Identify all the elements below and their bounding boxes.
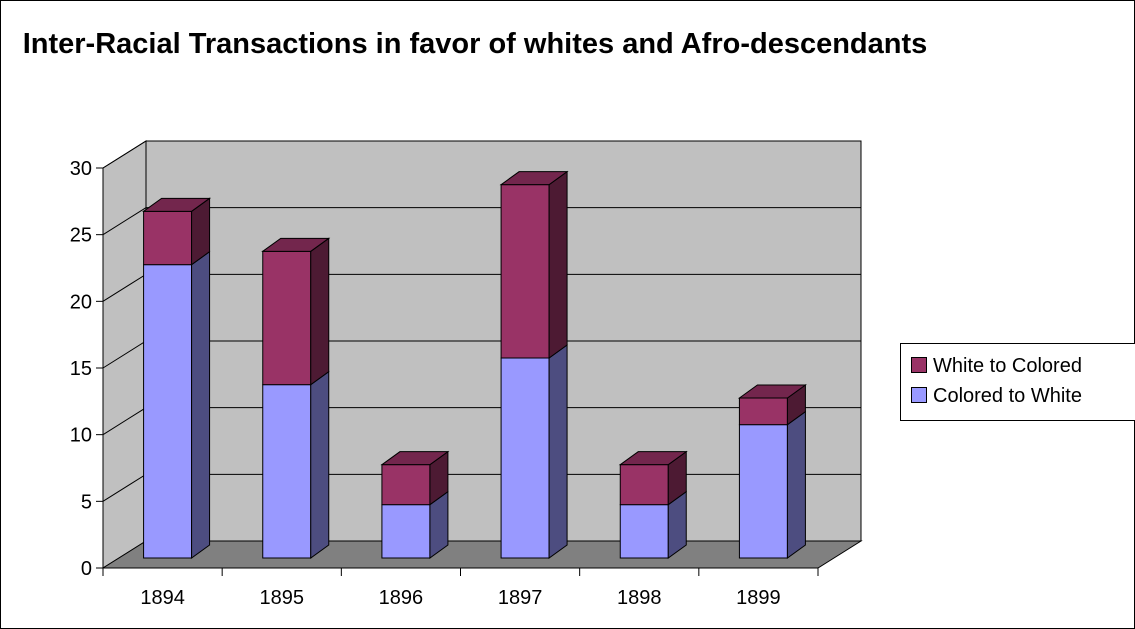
colored-to-white-bar-1897: [500, 344, 568, 559]
bar-top-face: [737, 384, 807, 399]
y-tick-label: 15: [70, 358, 92, 380]
bar-top-face: [142, 197, 212, 212]
legend-swatch-colored-to-white: [911, 387, 927, 403]
bar-side-face: [191, 250, 211, 559]
x-tick-label: 1897: [498, 587, 543, 609]
bar-front-face: [262, 384, 312, 559]
white-to-colored-bar-1894: [142, 197, 212, 266]
bar-front-face: [738, 424, 788, 559]
bar-front-face: [500, 184, 550, 359]
white-to-colored-bar-1898: [618, 450, 688, 506]
gridline: [102, 140, 861, 169]
bar-side-face: [786, 410, 806, 559]
bar-top-face: [380, 451, 450, 466]
bar-front-face: [738, 397, 788, 426]
bar-front-face: [381, 504, 431, 559]
colored-to-white-bar-1898: [619, 490, 687, 559]
bar-front-face: [143, 210, 193, 266]
white-to-colored-bar-1895: [261, 237, 331, 386]
bar-top-face: [261, 237, 331, 252]
bar-front-face: [381, 464, 431, 506]
bar-side-face: [548, 344, 568, 559]
y-tick-label: 25: [70, 225, 92, 247]
y-tick-label: 20: [70, 291, 92, 313]
white-to-colored-bar-1896: [380, 450, 450, 506]
colored-to-white-bar-1896: [381, 490, 449, 559]
colored-to-white-bar-1894: [143, 250, 211, 559]
bar-front-face: [143, 264, 193, 559]
bar-side-face: [548, 170, 568, 359]
y-tick-label: 10: [70, 425, 92, 447]
x-tick-label: 1899: [736, 587, 781, 609]
gridline: [102, 207, 861, 236]
bar-top-face: [618, 451, 688, 466]
bar-front-face: [262, 250, 312, 386]
white-to-colored-bar-1897: [499, 170, 569, 359]
legend-label-colored-to-white: Colored to White: [933, 385, 1082, 407]
bar-side-face: [310, 237, 330, 386]
bar-side-face: [310, 370, 330, 559]
bar-front-face: [500, 357, 550, 559]
bar-top-face: [499, 171, 569, 186]
legend-label-white-to-colored: White to Colored: [933, 355, 1082, 377]
y-tick-label: 0: [81, 558, 92, 580]
bar-front-face: [619, 464, 669, 506]
x-tick-label: 1898: [617, 587, 662, 609]
legend-swatch-white-to-colored: [911, 357, 927, 373]
chart-legend: White to Colored Colored to White: [900, 343, 1135, 421]
legend-item-colored-to-white: Colored to White: [911, 384, 1082, 408]
colored-to-white-bar-1899: [738, 410, 806, 559]
bar-front-face: [619, 504, 669, 559]
x-tick-label: 1896: [379, 587, 424, 609]
x-tick-label: 1894: [140, 587, 185, 609]
chart-title: Inter-Racial Transactions in favor of wh…: [22, 28, 928, 60]
colored-to-white-bar-1895: [262, 370, 330, 559]
y-tick-label: 30: [70, 158, 92, 180]
y-tick-label: 5: [81, 491, 92, 513]
white-to-colored-bar-1899: [737, 384, 807, 426]
x-tick-label: 1895: [260, 587, 305, 609]
legend-item-white-to-colored: White to Colored: [911, 354, 1082, 378]
